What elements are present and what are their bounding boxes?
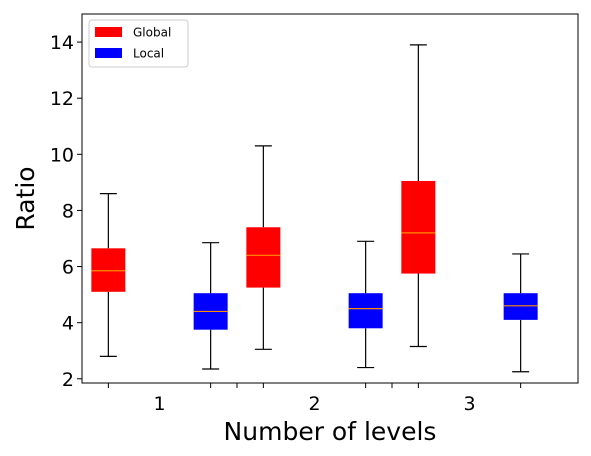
x-tick-label: 3	[463, 393, 475, 415]
legend-label-local: Local	[133, 47, 164, 61]
y-tick-label: 2	[62, 369, 74, 391]
legend-swatch-global	[95, 27, 122, 37]
y-tick-label: 6	[62, 257, 74, 279]
y-tick-label: 14	[50, 32, 74, 54]
box-global-3-box	[401, 180, 436, 274]
legend: Global Local	[88, 19, 189, 68]
y-tick-label: 4	[62, 313, 74, 335]
box-local-3-box	[503, 293, 538, 320]
x-tick-label: 2	[308, 393, 320, 415]
box-local-2-box	[348, 293, 383, 329]
x-axis-title: Number of levels	[224, 417, 437, 446]
box-global-1-box	[91, 248, 126, 292]
legend-label-global: Global	[133, 26, 171, 40]
y-axis-title: Ratio	[11, 166, 40, 230]
y-tick-label: 8	[62, 200, 74, 222]
x-tick-label: 1	[153, 393, 165, 415]
plot-frame	[81, 13, 579, 384]
y-tick-label: 10	[50, 144, 74, 166]
plot-layer	[91, 44, 538, 373]
y-tick-label: 12	[50, 88, 74, 110]
box-global-2-box	[246, 227, 281, 288]
legend-swatch-local	[95, 48, 122, 58]
